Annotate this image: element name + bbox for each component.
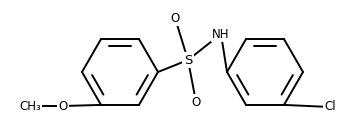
Text: CH₃: CH₃ (19, 100, 41, 112)
Text: O: O (171, 11, 180, 25)
Text: S: S (184, 53, 192, 67)
Text: NH: NH (212, 27, 230, 41)
Text: O: O (58, 100, 68, 112)
Text: O: O (191, 95, 201, 109)
Text: Cl: Cl (324, 100, 336, 114)
